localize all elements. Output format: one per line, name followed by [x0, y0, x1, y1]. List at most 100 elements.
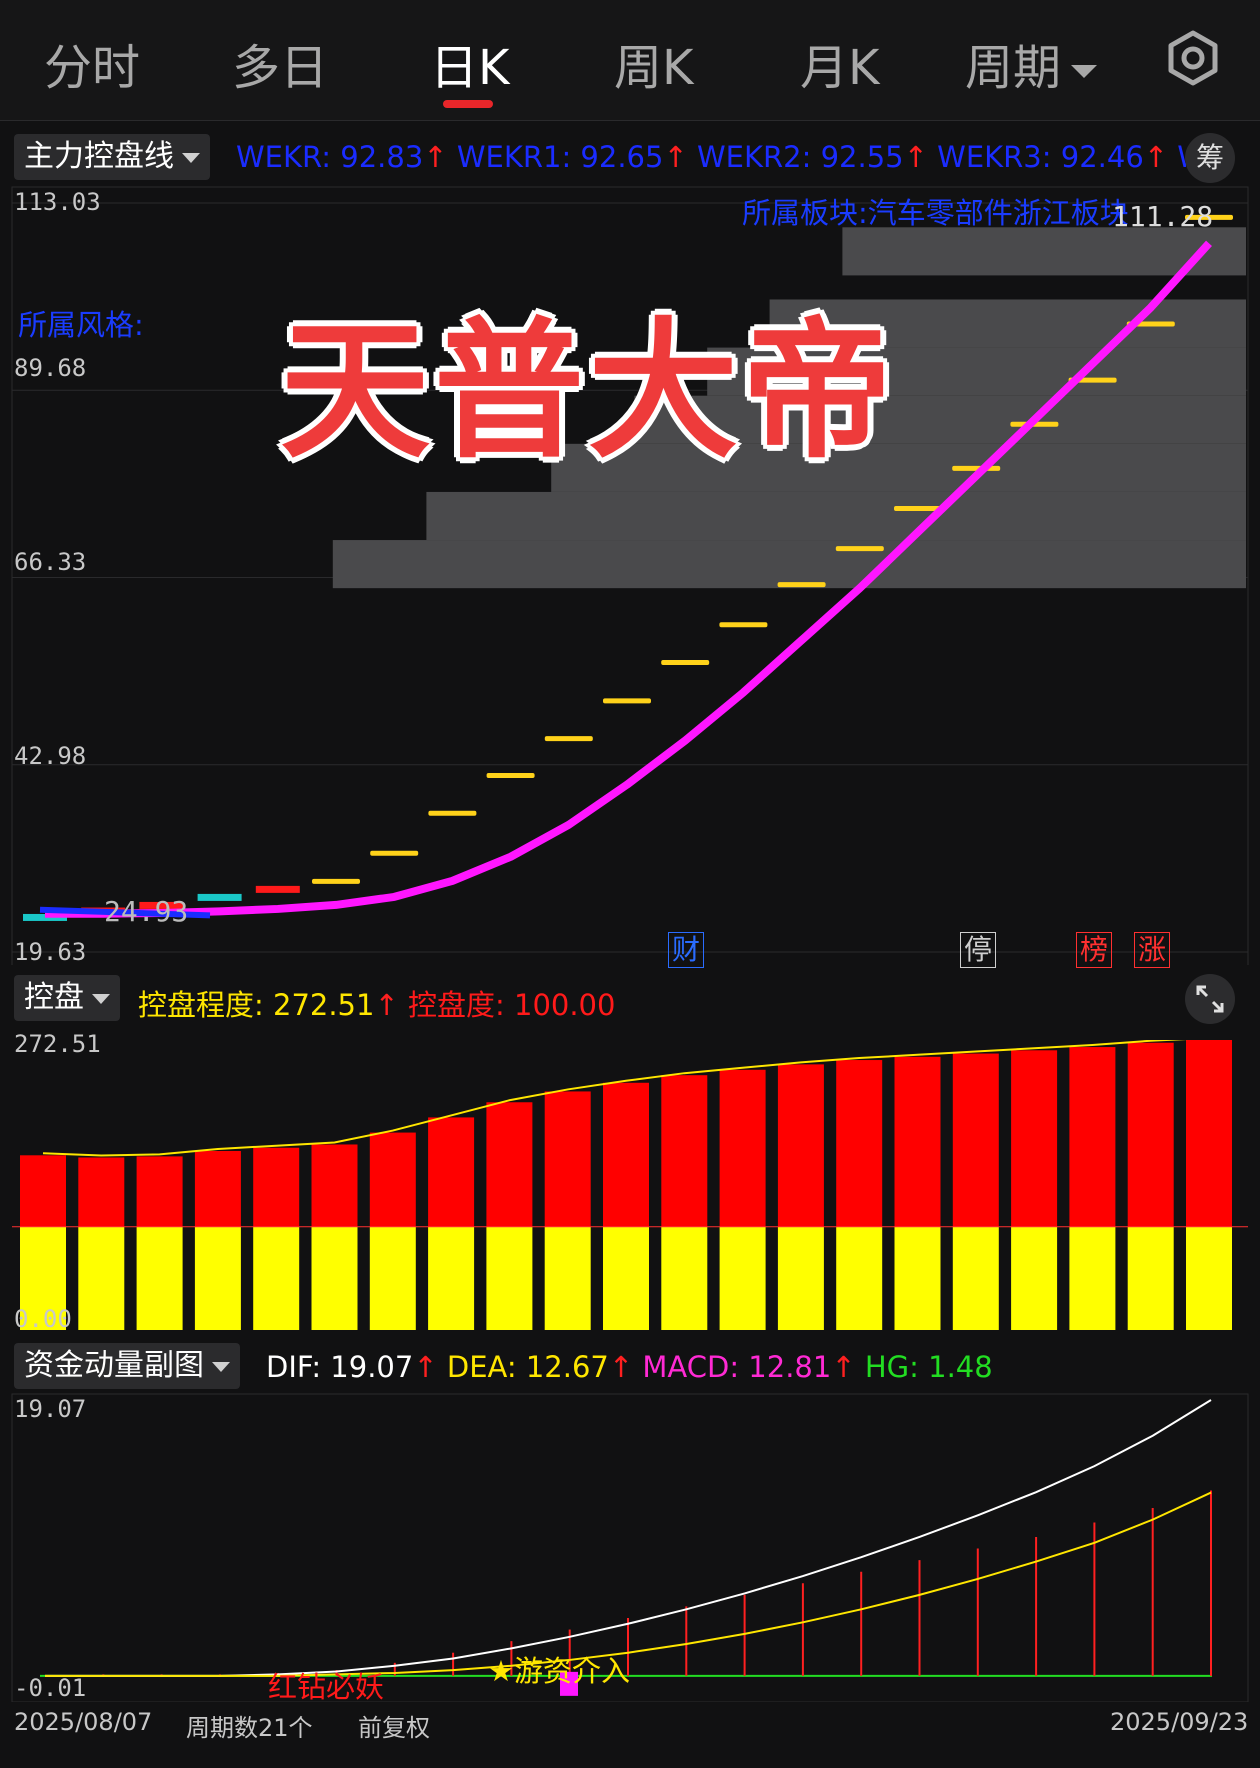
control-red-bar-4: [253, 1147, 300, 1227]
up-arrow-icon: ↑: [663, 140, 688, 174]
red-diamond-label: 红钻必妖: [268, 1670, 385, 1704]
main-indicator-selector-label: 主力控盘线: [24, 139, 174, 174]
dea-line: [45, 1491, 1212, 1677]
indicator-control-level: 控盘程度: 272.51: [138, 988, 375, 1022]
indicator-wekr3: WEKR3: 92.46: [937, 140, 1144, 174]
period-tabs: 分时 多日 日K 周K 月K 周期: [0, 0, 1260, 121]
control-red-bar-1: [78, 1157, 125, 1227]
chip-bar-2: [707, 347, 1246, 396]
main-y-label-4: 19.63: [14, 938, 87, 966]
control-yellow-bar-19: [1127, 1226, 1174, 1330]
suspend-tag[interactable]: 停: [960, 932, 997, 968]
tab-multiday[interactable]: 多日: [232, 40, 329, 96]
control-red-bar-7: [428, 1117, 475, 1227]
chip-distribution-button[interactable]: 筹: [1185, 133, 1235, 183]
control-y-bottom: 0.00: [14, 1305, 72, 1333]
control-yellow-bar-12: [719, 1226, 766, 1330]
control-yellow-bar-11: [661, 1226, 708, 1330]
main-kline-chart[interactable]: [0, 185, 1260, 965]
control-red-bar-11: [661, 1075, 708, 1227]
control-bar-chart[interactable]: [0, 1040, 1260, 1330]
control-line: [39, 240, 1212, 919]
macd-y-bottom: -0.01: [14, 1674, 87, 1702]
indicator-dif: DIF: 19.07: [266, 1350, 414, 1384]
control-yellow-bar-17: [1011, 1226, 1058, 1330]
control-indicator-selector[interactable]: 控盘: [14, 975, 120, 1021]
tab-period[interactable]: 周期: [965, 28, 1098, 98]
macd-frame: [11, 1393, 1249, 1702]
macd-grid: [11, 1393, 1249, 1702]
macd-bars: [102, 1490, 1212, 1696]
expand-icon[interactable]: [1185, 974, 1235, 1024]
control-yellow-bar-8: [486, 1226, 533, 1330]
control-red-bar-15: [894, 1056, 941, 1227]
sector-label: 所属板块:汽车零部件浙江板块: [742, 196, 1129, 230]
chip-bar-4: [551, 443, 1246, 492]
control-yellow-bar-16: [952, 1226, 999, 1330]
control-yellow-bar-14: [836, 1226, 883, 1330]
finance-tag[interactable]: 财: [668, 932, 705, 968]
control-yellow-bar-10: [603, 1226, 649, 1330]
candle-7: [428, 810, 477, 816]
indicator-control-degree: 控盘度: 100.00: [408, 988, 616, 1022]
control-bars: [20, 1040, 1232, 1330]
control-red-bar-0: [20, 1155, 66, 1227]
up-arrow-icon: ↑: [831, 1350, 856, 1384]
indicator-wek: WEK: [1177, 140, 1186, 174]
active-tab-indicator: [443, 100, 493, 108]
candle-20: [1185, 214, 1233, 220]
tab-timeshare[interactable]: 分时: [44, 40, 141, 96]
main-indicator-selector[interactable]: 主力控盘线: [14, 134, 210, 180]
macd-indicator-values: DIF: 19.07↑ DEA: 12.67↑ MACD: 12.81↑ HG:…: [266, 1350, 993, 1384]
control-yellow-bar-13: [777, 1226, 824, 1330]
control-red-bar-18: [1069, 1047, 1116, 1227]
control-line-path: [45, 240, 1212, 918]
candle-12: [719, 622, 768, 628]
tab-weekly-k[interactable]: 周K: [614, 40, 694, 96]
control-yellow-bar-4: [253, 1226, 300, 1330]
tab-monthly-k[interactable]: 月K: [800, 40, 880, 96]
ranking-tag[interactable]: 榜: [1076, 932, 1113, 968]
control-yellow-bar-6: [369, 1226, 416, 1330]
macd-lines: [45, 1399, 1212, 1677]
high-price-label: 111.28: [1112, 200, 1214, 233]
main-y-label-1: 89.68: [14, 354, 87, 382]
control-red-bar-20: [1186, 1040, 1232, 1227]
indicator-wekr2: WEKR2: 92.55: [696, 140, 904, 174]
candle-9: [544, 736, 593, 742]
hot-money-label: ★游资介入: [488, 1654, 630, 1688]
candle-15: [894, 505, 942, 511]
overlay-title: 天普大帝: [280, 303, 897, 479]
control-red-bar-17: [1011, 1050, 1058, 1227]
blue-line: [39, 906, 211, 919]
indicator-wekr: WEKR: 92.83: [236, 140, 424, 174]
control-yellow-bar-15: [894, 1226, 941, 1330]
control-red-bar-5: [311, 1144, 358, 1227]
control-indicator-values: 控盘程度: 272.51↑ 控盘度: 100.00: [138, 982, 615, 1024]
macd-indicator-selector[interactable]: 资金动量副图: [14, 1343, 240, 1389]
indicator-wekr1: WEKR1: 92.65: [456, 140, 664, 174]
adjust-mode[interactable]: 前复权: [358, 1714, 430, 1742]
control-yellow-bar-7: [428, 1226, 475, 1330]
tab-period-label: 周期: [965, 40, 1062, 96]
control-yellow-bar-20: [1186, 1226, 1232, 1330]
gear-icon[interactable]: [1165, 30, 1221, 90]
tab-daily-k[interactable]: 日K: [430, 40, 510, 96]
control-red-bar-19: [1127, 1042, 1174, 1227]
control-indicator-selector-label: 控盘: [24, 980, 84, 1015]
limit-up-tag[interactable]: 涨: [1134, 932, 1171, 968]
control-yellow-bar-5: [311, 1226, 358, 1330]
up-arrow-icon: ↑: [608, 1350, 634, 1384]
chevron-down-icon: [92, 993, 110, 1004]
up-arrow-icon: ↑: [413, 1350, 438, 1384]
chevron-down-icon: [212, 1361, 230, 1372]
indicator-hg: HG: 1.48: [864, 1350, 993, 1384]
main-indicator-values: WEKR: 92.83↑ WEKR1: 92.65↑ WEKR2: 92.55↑…: [236, 140, 1186, 174]
chip-bar-6: [332, 540, 1246, 589]
macd-chart[interactable]: [0, 1392, 1260, 1702]
period-count: 周期数21个: [186, 1714, 313, 1742]
candle-4: [255, 885, 300, 893]
candle-5: [312, 878, 360, 884]
chip-profile: [332, 227, 1246, 589]
candle-10: [603, 698, 651, 704]
